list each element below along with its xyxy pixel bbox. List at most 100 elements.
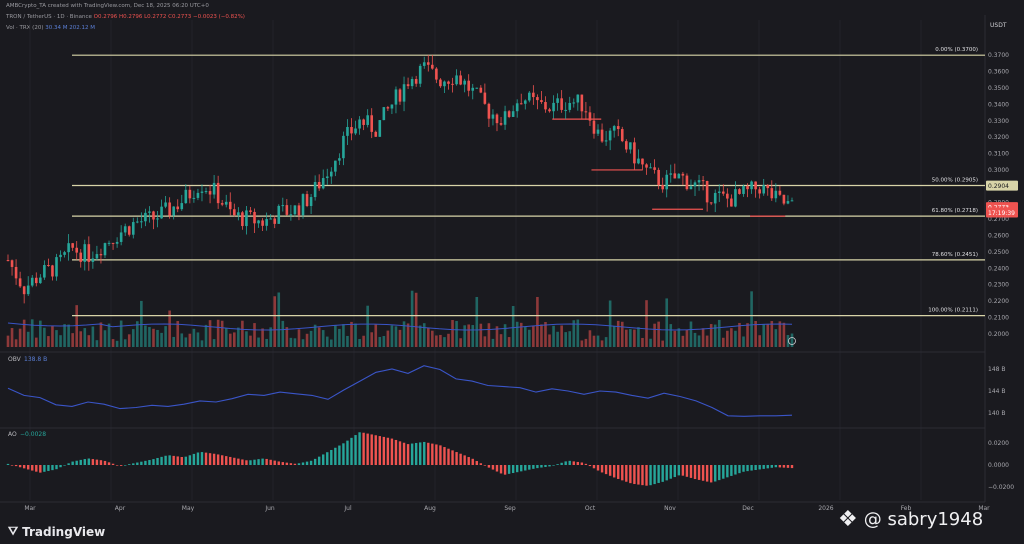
ao-bar: [350, 437, 353, 465]
volume-bar: [552, 325, 555, 347]
candle-body: [713, 192, 717, 204]
volume-bar: [556, 331, 559, 347]
tradingview-logo-icon: ⛛: [8, 524, 19, 538]
candle-body: [43, 265, 46, 278]
candle-body: [580, 94, 584, 112]
symbol-name[interactable]: TRON / TetherUS · 1D · Binance: [6, 14, 92, 20]
candle-body: [289, 214, 293, 216]
candle-body: [576, 94, 580, 103]
ao-bar: [216, 454, 220, 465]
candle-body: [503, 111, 507, 125]
ao-bar: [503, 465, 507, 475]
candle-body: [228, 201, 232, 210]
volume-bar: [592, 335, 596, 347]
candle-body: [99, 254, 103, 256]
ao-bar: [394, 439, 398, 465]
volume-bar: [685, 329, 689, 347]
volume-bar: [750, 291, 753, 347]
ao-bar: [483, 465, 487, 466]
ao-bar: [499, 465, 503, 474]
ao-bar: [528, 465, 531, 470]
ao-bar: [87, 458, 91, 465]
volume-bar: [257, 337, 260, 347]
candle-body: [18, 278, 22, 287]
ao-bar: [665, 465, 668, 481]
replay-marker-icon: [788, 337, 796, 345]
ao-bar: [734, 465, 737, 475]
candle-body: [467, 80, 471, 91]
candle-body: [265, 219, 268, 226]
volume-bar: [523, 326, 527, 347]
volume-label[interactable]: Vol · TRX (20): [6, 25, 44, 31]
ao-bar: [43, 465, 46, 472]
volume-bar: [762, 323, 766, 347]
volume-bar: [544, 322, 547, 347]
currency-label[interactable]: USDT: [990, 22, 1007, 29]
volume-bar: [532, 325, 535, 347]
ao-bar: [148, 460, 151, 465]
candle-body: [91, 258, 95, 262]
candle-body: [329, 171, 333, 177]
ao-bar: [382, 436, 386, 465]
candle-body: [168, 202, 171, 216]
candle-body: [350, 126, 353, 134]
ao-bar: [140, 461, 143, 465]
ao-bar: [233, 457, 236, 465]
volume-bar: [111, 339, 115, 347]
candle-body: [257, 220, 260, 224]
volume-bar: [180, 333, 184, 347]
candle-body: [422, 62, 426, 66]
ao-bar: [714, 465, 717, 482]
ao-bar: [334, 447, 337, 465]
candle-body: [475, 87, 479, 89]
volume-bar: [374, 324, 378, 347]
ao-bar: [661, 465, 664, 482]
candle-body: [233, 209, 236, 216]
candle-body: [103, 243, 107, 256]
ao-bar: [617, 465, 620, 479]
ao-bar: [265, 458, 268, 465]
candle-body: [544, 101, 547, 110]
candle-body: [172, 206, 175, 216]
tradingview-logo[interactable]: ⛛ TradingView: [8, 524, 105, 539]
volume-bar: [786, 335, 790, 347]
volume-bar: [515, 321, 519, 347]
candle-body: [115, 241, 119, 244]
volume-bar: [596, 335, 600, 347]
candle-body: [402, 84, 406, 102]
volume-bar: [140, 300, 143, 347]
candle-body: [726, 193, 729, 199]
volume-bar: [366, 305, 369, 347]
candle-body: [370, 115, 374, 132]
ao-bar: [637, 465, 640, 485]
ao-bar: [774, 465, 778, 468]
volume-bar: [71, 333, 74, 347]
volume-bar: [673, 330, 677, 347]
volume-bar: [633, 329, 636, 347]
candle-body: [144, 212, 147, 222]
candle-body: [778, 190, 782, 195]
volume-bar: [479, 323, 483, 347]
candle-body: [697, 180, 701, 183]
ao-bar: [612, 465, 616, 478]
volume-bar: [649, 338, 652, 347]
y-tick-label: 0.3500: [988, 85, 1009, 92]
candle-body: [136, 221, 139, 223]
volume-bar: [443, 337, 446, 347]
candle-body: [499, 123, 503, 125]
candle-body: [532, 92, 535, 98]
candle-body: [107, 242, 111, 244]
candle-body: [51, 265, 54, 277]
ao-bar: [354, 435, 357, 465]
ao-bar: [31, 465, 34, 471]
ao-bar: [778, 465, 782, 468]
ao-bar: [289, 463, 293, 465]
ao-bar: [192, 453, 196, 465]
ao-bar: [689, 465, 693, 478]
volume-bar: [26, 331, 30, 347]
ao-bar: [370, 434, 373, 465]
fib-level-label: 100.00% (0.2111): [928, 308, 978, 314]
volume-bar: [774, 329, 778, 347]
candle-body: [34, 277, 38, 284]
